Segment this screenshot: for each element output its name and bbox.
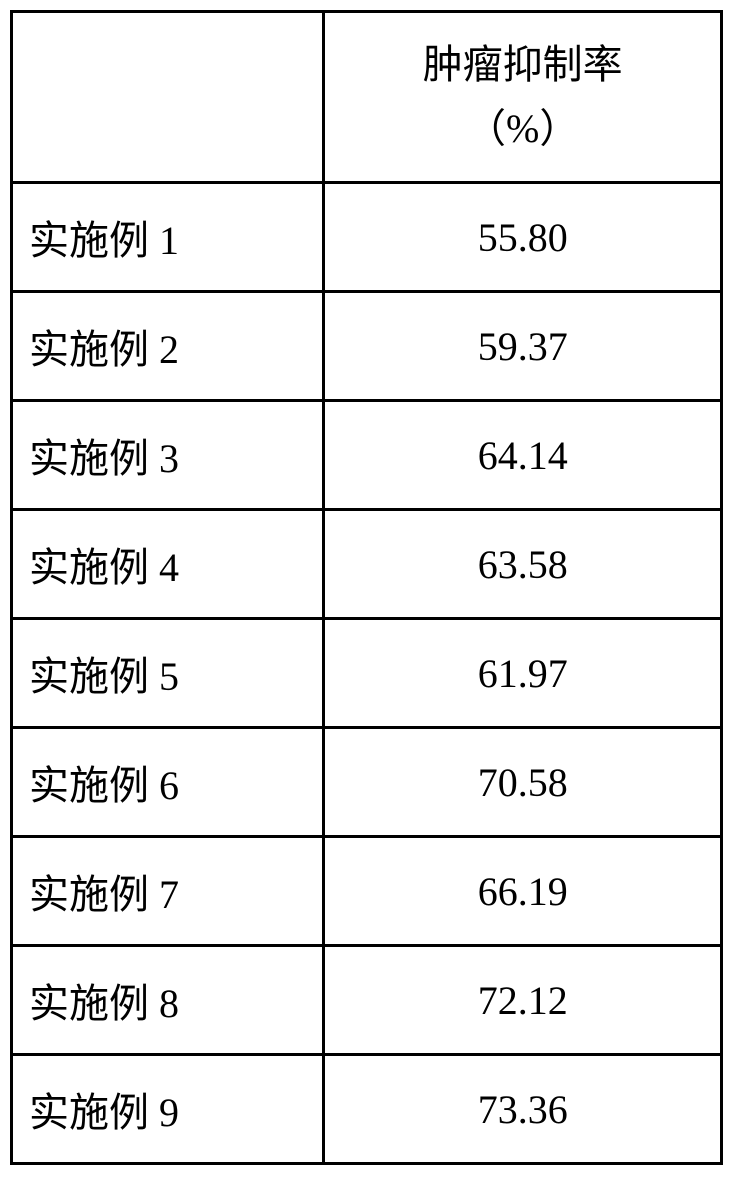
table-header-rate: 肿瘤抑制率 （%） [324, 12, 722, 183]
table-row: 实施例 7 66.19 [12, 837, 722, 946]
table-row: 实施例 5 61.97 [12, 619, 722, 728]
row-label: 实施例 1 [12, 183, 324, 292]
table-row: 实施例 4 63.58 [12, 510, 722, 619]
row-label: 实施例 2 [12, 292, 324, 401]
row-label: 实施例 7 [12, 837, 324, 946]
row-value: 70.58 [324, 728, 722, 837]
row-label: 实施例 6 [12, 728, 324, 837]
row-value: 66.19 [324, 837, 722, 946]
table-row: 实施例 6 70.58 [12, 728, 722, 837]
row-value: 64.14 [324, 401, 722, 510]
table-row: 实施例 1 55.80 [12, 183, 722, 292]
row-value: 72.12 [324, 946, 722, 1055]
header-line-1: 肿瘤抑制率 [423, 42, 623, 87]
row-value: 61.97 [324, 619, 722, 728]
row-value: 59.37 [324, 292, 722, 401]
row-label: 实施例 3 [12, 401, 324, 510]
table-row: 实施例 9 73.36 [12, 1055, 722, 1164]
header-line-2: （%） [466, 106, 579, 151]
row-label: 实施例 4 [12, 510, 324, 619]
table-body: 实施例 1 55.80 实施例 2 59.37 实施例 3 64.14 实施例 … [12, 183, 722, 1164]
table-header-row: 肿瘤抑制率 （%） [12, 12, 722, 183]
table-header-blank [12, 12, 324, 183]
row-value: 55.80 [324, 183, 722, 292]
row-value: 73.36 [324, 1055, 722, 1164]
row-value: 63.58 [324, 510, 722, 619]
row-label: 实施例 9 [12, 1055, 324, 1164]
table-row: 实施例 3 64.14 [12, 401, 722, 510]
table-row: 实施例 2 59.37 [12, 292, 722, 401]
row-label: 实施例 8 [12, 946, 324, 1055]
table-row: 实施例 8 72.12 [12, 946, 722, 1055]
data-table: 肿瘤抑制率 （%） 实施例 1 55.80 实施例 2 59.37 实施例 3 … [10, 10, 723, 1165]
row-label: 实施例 5 [12, 619, 324, 728]
